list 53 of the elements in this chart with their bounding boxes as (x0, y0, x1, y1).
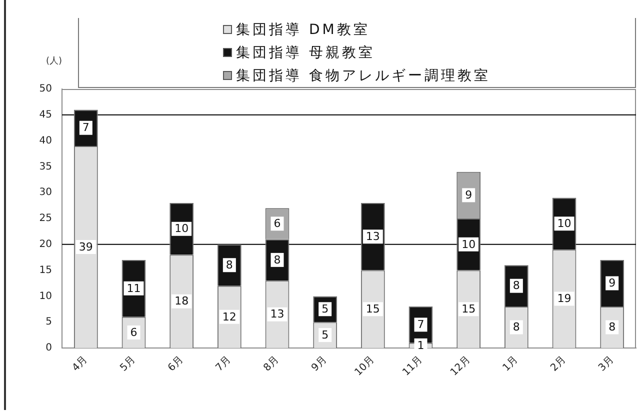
data-label: 18 (174, 294, 189, 308)
y-tick-label: 25 (39, 213, 52, 224)
data-label: 8 (608, 320, 616, 334)
data-label: 10 (557, 217, 572, 230)
data-label: 8 (274, 253, 281, 266)
x-tick-label: 5月 (118, 354, 138, 374)
data-label: 12 (222, 310, 236, 324)
y-tick-label: 10 (39, 290, 52, 302)
data-label: 9 (465, 188, 472, 202)
data-label: 13 (270, 308, 284, 321)
data-label: 19 (557, 292, 572, 306)
x-tick-label: 2月 (548, 354, 568, 374)
y-axis-title: (人) (46, 55, 62, 66)
y-tick-label: 40 (39, 135, 52, 146)
y-tick-label: 5 (46, 316, 52, 328)
data-label: 39 (78, 240, 93, 254)
data-label: 8 (512, 320, 520, 334)
data-label: 9 (608, 276, 616, 290)
data-label: 7 (82, 121, 90, 134)
data-label: 6 (130, 326, 138, 339)
x-tick-label: 7月 (214, 354, 234, 374)
x-tick-label: 1月 (501, 354, 520, 374)
data-label: 8 (226, 258, 233, 272)
data-label: 10 (174, 222, 189, 236)
x-tick-label: 8月 (262, 354, 282, 374)
x-tick-label: 6月 (166, 354, 186, 374)
y-tick-label: 30 (39, 187, 52, 198)
data-label: 6 (274, 217, 281, 230)
legend-label: 集団指導 食物アレルギー調理教室 (236, 66, 490, 84)
data-label: 7 (417, 318, 424, 332)
data-label: 10 (462, 238, 476, 251)
data-label: 5 (322, 302, 329, 316)
x-tick-label: 12月 (448, 354, 473, 378)
y-tick-label: 35 (39, 161, 52, 172)
y-tick-label: 50 (39, 84, 52, 95)
y-tick-label: 45 (39, 109, 52, 120)
x-tick-label: 4月 (70, 354, 90, 374)
data-label: 8 (512, 279, 520, 292)
data-label: 1 (417, 338, 424, 352)
legend-label: 集団指導 DM教室 (236, 20, 370, 38)
data-label: 11 (126, 282, 141, 295)
x-tick-label: 3月 (596, 354, 616, 374)
data-label: 15 (366, 302, 380, 316)
data-label: 15 (462, 302, 476, 316)
y-tick-label: 0 (46, 342, 52, 354)
x-tick-label: 10月 (353, 354, 377, 378)
x-tick-label: 9月 (310, 354, 330, 374)
y-tick-label: 15 (39, 264, 52, 276)
legend-label: 集団指導 母親教室 (236, 44, 375, 62)
data-label: 5 (322, 328, 329, 342)
x-tick-label: 11月 (400, 354, 425, 378)
y-tick-label: 20 (39, 238, 52, 250)
data-label: 13 (366, 230, 380, 243)
